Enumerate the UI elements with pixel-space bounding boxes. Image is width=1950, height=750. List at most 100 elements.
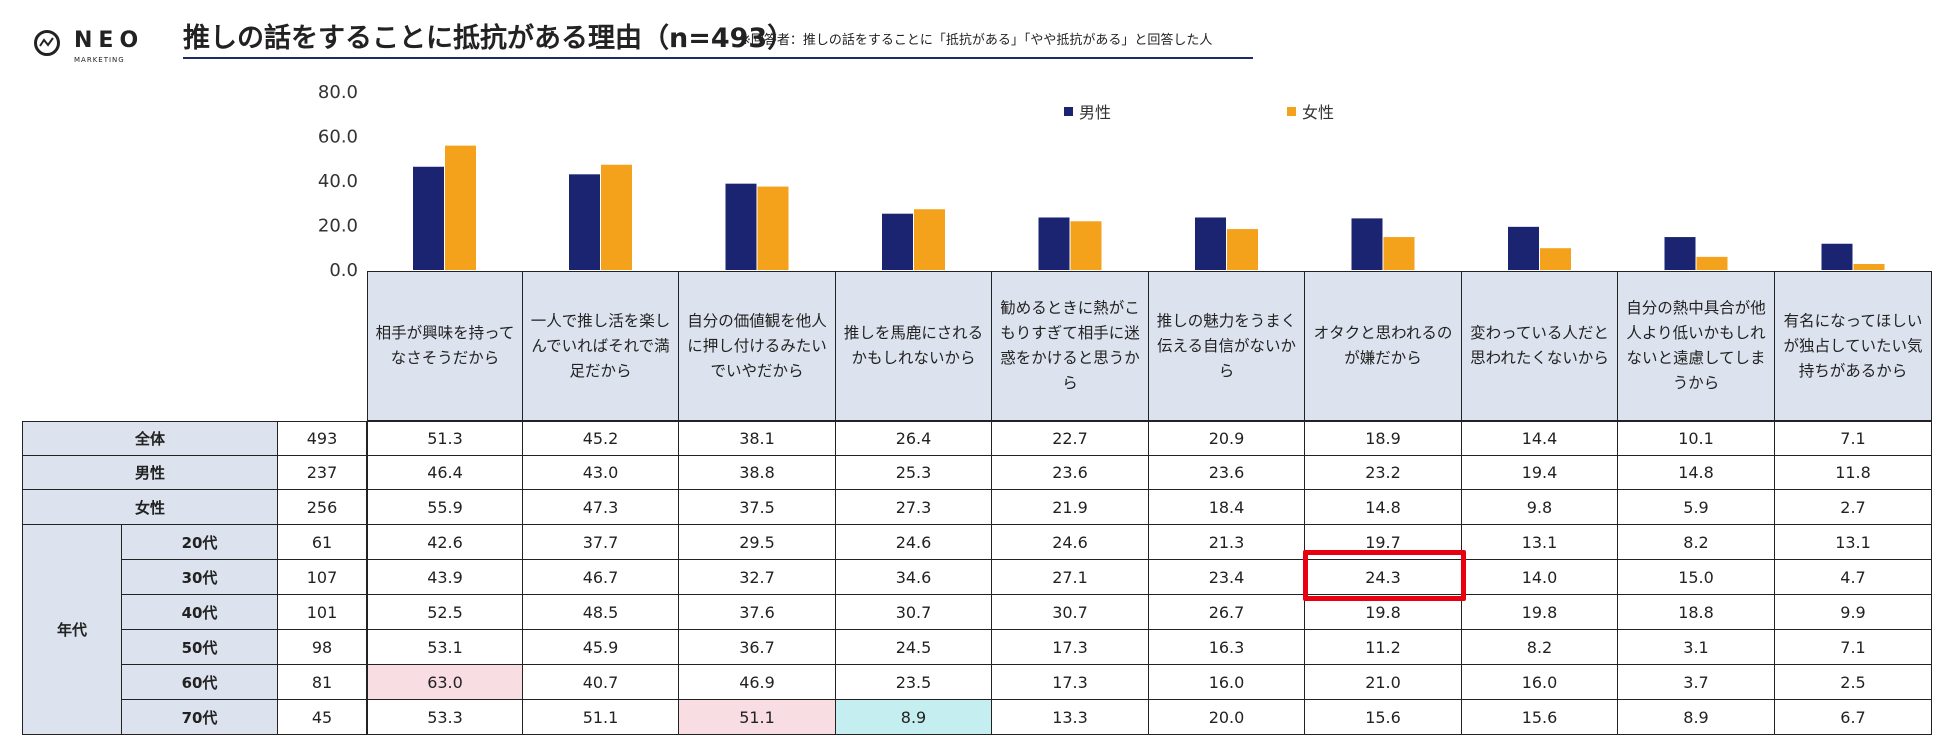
bar-female [1070, 221, 1102, 270]
table-cell: 21.3 [1149, 525, 1305, 560]
bar-female [1540, 248, 1571, 270]
logo-name: NEO [74, 28, 145, 53]
table-cell: 8.2 [1462, 630, 1618, 665]
bar-male [1351, 218, 1383, 270]
category-header: 変わっている人だと思われたくないから [1462, 271, 1618, 421]
y-tick-label: 20.0 [318, 216, 358, 237]
table-cell: 23.4 [1149, 560, 1305, 595]
age-row-label: 60代 [122, 665, 278, 700]
age-row-label: 40代 [122, 595, 278, 630]
table-cell: 11.8 [1775, 456, 1932, 490]
row-n-value: 98 [278, 630, 367, 665]
bar-male [725, 183, 757, 270]
category-header: 自分の熱中具合が他人より低いかもしれないと遠慮してしまうから [1618, 271, 1775, 421]
row-n-value: 493 [278, 421, 367, 456]
table-cell: 15.6 [1462, 700, 1618, 735]
table-cell: 20.0 [1149, 700, 1305, 735]
table-cell: 4.7 [1775, 560, 1932, 595]
table-cell: 15.0 [1618, 560, 1775, 595]
bar-male [569, 174, 600, 270]
table-cell: 43.9 [367, 560, 523, 595]
table-cell: 53.3 [367, 700, 523, 735]
bar-female [914, 209, 945, 270]
table-cell: 2.5 [1775, 665, 1932, 700]
table-cell: 7.1 [1775, 630, 1932, 665]
legend-label-female: 女性 [1302, 103, 1334, 122]
table-cell: 46.9 [679, 665, 836, 700]
category-header: オタクと思われるのが嫌だから [1305, 271, 1462, 421]
row-n-value: 61 [278, 525, 367, 560]
table-cell: 16.0 [1462, 665, 1618, 700]
table-cell: 17.3 [992, 665, 1149, 700]
table-cell: 3.1 [1618, 630, 1775, 665]
table-cell: 24.5 [836, 630, 992, 665]
table-cell: 48.5 [523, 595, 679, 630]
table-cell: 55.9 [367, 490, 523, 525]
table-cell: 27.1 [992, 560, 1149, 595]
bar-female [445, 145, 476, 270]
y-tick-label: 80.0 [318, 82, 358, 103]
table-cell: 37.7 [523, 525, 679, 560]
table-cell: 23.5 [836, 665, 992, 700]
table-cell: 40.7 [523, 665, 679, 700]
table-cell: 51.1 [523, 700, 679, 735]
table-cell: 30.7 [992, 595, 1149, 630]
age-row-label: 70代 [122, 700, 278, 735]
row-n-value: 256 [278, 490, 367, 525]
table-cell: 9.9 [1775, 595, 1932, 630]
table-cell: 15.6 [1305, 700, 1462, 735]
table-cell: 43.0 [523, 456, 679, 490]
legend-label-male: 男性 [1079, 103, 1111, 122]
bar-male [1038, 217, 1070, 270]
table-cell: 19.8 [1305, 595, 1462, 630]
bar-female [1853, 263, 1885, 270]
category-header: 推しを馬鹿にされるかもしれないから [836, 271, 992, 421]
bar-male [882, 213, 913, 270]
row-n-value: 45 [278, 700, 367, 735]
table-cell: 14.4 [1462, 421, 1618, 456]
table-cell: 42.6 [367, 525, 523, 560]
table-cell: 18.8 [1618, 595, 1775, 630]
row-n-value: 237 [278, 456, 367, 490]
table-cell: 18.9 [1305, 421, 1462, 456]
table-cell: 13.3 [992, 700, 1149, 735]
category-header: 勧めるときに熱がこもりすぎて相手に迷惑をかけると思うから [992, 271, 1149, 421]
category-header: 相手が興味を持ってなさそうだから [367, 271, 523, 421]
table-cell: 24.6 [836, 525, 992, 560]
table-cell: 17.3 [992, 630, 1149, 665]
row-n-value: 107 [278, 560, 367, 595]
table-cell: 23.6 [1149, 456, 1305, 490]
row-label: 男性 [22, 456, 278, 490]
category-header: 推しの魅力をうまく伝える自信がないから [1149, 271, 1305, 421]
table-cell: 13.1 [1462, 525, 1618, 560]
bar-male [1195, 217, 1226, 270]
row-label: 女性 [22, 490, 278, 525]
table-cell: 38.8 [679, 456, 836, 490]
bar-chart: 80.0 60.0 40.0 20.0 0.0 男性 女性 [318, 82, 1885, 280]
legend-swatch-male [1064, 107, 1073, 116]
table-cell: 22.7 [992, 421, 1149, 456]
age-row-label: 20代 [122, 525, 278, 560]
table-cell: 6.7 [1775, 700, 1932, 735]
table-cell: 37.6 [679, 595, 836, 630]
y-tick-label: 60.0 [318, 127, 358, 148]
table-cell: 14.0 [1462, 560, 1618, 595]
bar-female [1227, 229, 1258, 270]
table-cell: 53.1 [367, 630, 523, 665]
table-cell: 37.5 [679, 490, 836, 525]
category-header: 一人で推し活を楽しんでいればそれで満足だから [523, 271, 679, 421]
table-cell: 14.8 [1305, 490, 1462, 525]
row-label: 全体 [22, 421, 278, 456]
highlight-box [1303, 550, 1466, 601]
table-cell: 27.3 [836, 490, 992, 525]
bar-female [601, 164, 632, 270]
age-group-label: 年代 [22, 525, 122, 735]
category-header: 自分の価値観を他人に押し付けるみたいでいやだから [679, 271, 836, 421]
table-cell: 11.2 [1305, 630, 1462, 665]
table-cell: 34.6 [836, 560, 992, 595]
neo-marketing-logo: NEO MARKETING [30, 24, 150, 68]
age-row-label: 50代 [122, 630, 278, 665]
bar-female [1696, 256, 1728, 270]
bar-male [1664, 237, 1696, 270]
title-underline [183, 57, 1253, 59]
